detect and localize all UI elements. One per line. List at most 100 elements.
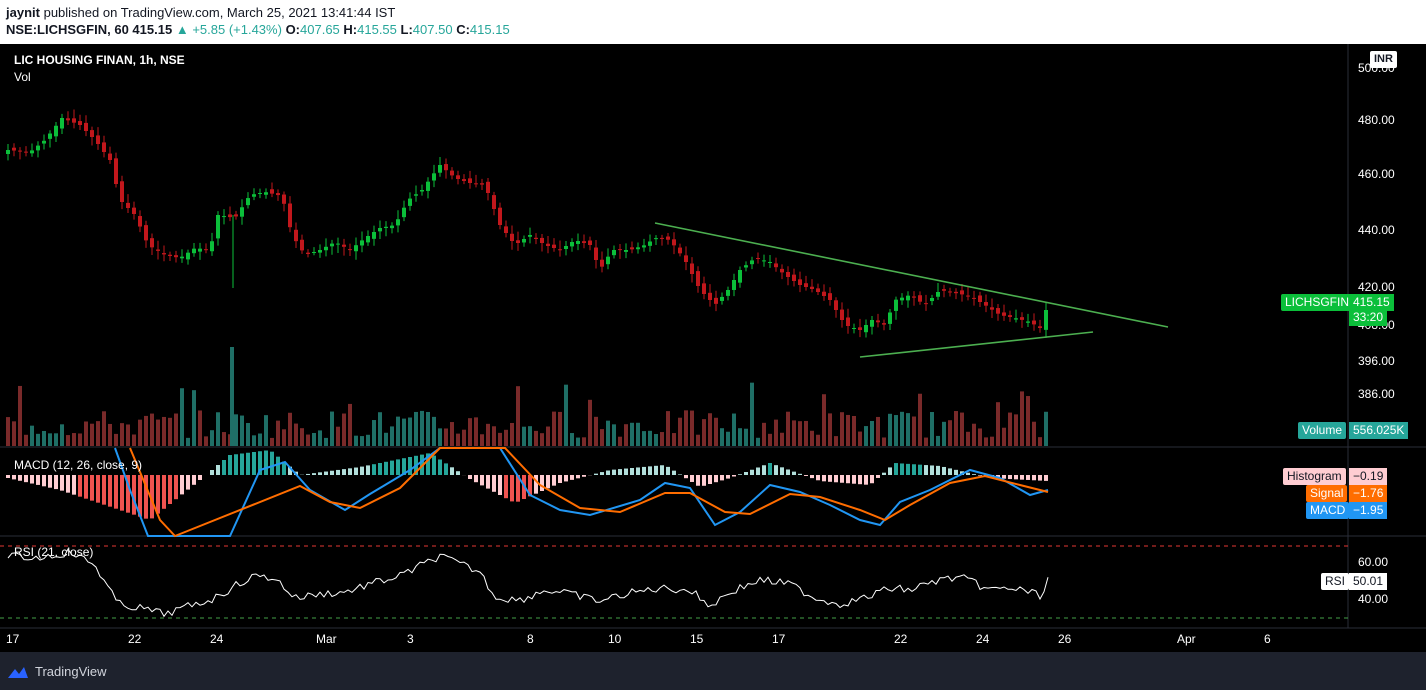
histogram-bar <box>216 465 220 475</box>
candle-body <box>102 142 106 152</box>
volume-bar <box>150 413 154 446</box>
signal-label: Signal <box>1306 485 1348 502</box>
author-name[interactable]: jaynit <box>6 5 40 20</box>
histogram-bar <box>762 465 766 475</box>
histogram-bar <box>540 475 544 491</box>
price-change: +5.85 (+1.43%) <box>192 22 282 37</box>
candle-body <box>678 247 682 254</box>
candle-body <box>918 295 922 302</box>
price-tick: 480.00 <box>1358 113 1395 127</box>
candle-body <box>942 289 946 291</box>
rsi-tick: 40.00 <box>1358 592 1388 606</box>
candle-body <box>486 181 490 193</box>
volume-bar <box>888 413 892 446</box>
volume-bar <box>402 418 406 446</box>
publish-info: jaynit published on TradingView.com, Mar… <box>6 5 395 20</box>
histogram-bar <box>870 475 874 484</box>
candle-body <box>66 118 70 121</box>
volume-bar <box>492 426 496 446</box>
candle-body <box>444 164 448 171</box>
histogram-bar <box>528 475 532 497</box>
histogram-bar <box>810 475 814 479</box>
candle-body <box>552 244 556 248</box>
volume-bar <box>678 417 682 446</box>
histogram-bar <box>864 475 868 485</box>
candle-body <box>210 241 214 252</box>
volume-bar <box>798 421 802 446</box>
trendlines <box>654 222 1169 358</box>
histogram-bar <box>252 452 256 475</box>
histogram-bar <box>876 475 880 478</box>
volume-bar <box>438 428 442 446</box>
volume-bar <box>564 384 568 446</box>
candle-body <box>24 151 28 153</box>
volume-bar <box>552 411 556 446</box>
histogram-bar <box>774 465 778 475</box>
candle-body <box>234 214 238 217</box>
price-tag-value: 415.15 <box>1349 294 1394 311</box>
volume-bar <box>816 434 820 446</box>
rsi-value: 50.01 <box>1349 573 1388 590</box>
histogram-bar <box>114 475 118 509</box>
candle-body <box>876 320 880 323</box>
histogram-bar <box>606 470 610 475</box>
candle-body <box>930 298 934 302</box>
candle-body <box>468 178 472 183</box>
tradingview-logo[interactable]: TradingView <box>6 664 107 679</box>
histogram-bar <box>108 475 112 507</box>
candle-body <box>132 207 136 214</box>
volume-bar <box>210 430 214 446</box>
histogram-bar <box>246 452 250 475</box>
candle-body <box>708 292 712 300</box>
x-tick: 24 <box>210 632 224 646</box>
histogram-bar <box>234 454 238 475</box>
histogram-bar <box>408 457 412 475</box>
currency-badge[interactable]: INR <box>1370 51 1397 68</box>
candle-body <box>1038 326 1042 328</box>
symbol-name: NSE:LICHSGFIN, 60 <box>6 22 129 37</box>
price-tick: 440.00 <box>1358 223 1395 237</box>
volume-bar <box>702 419 706 446</box>
candle-body <box>432 173 436 181</box>
volume-bar <box>546 426 550 446</box>
histogram-bar <box>498 475 502 495</box>
histogram-bar <box>480 475 484 486</box>
volume-bar <box>954 411 958 446</box>
volume-bar <box>948 420 952 446</box>
candle-body <box>912 296 916 298</box>
histogram-bar <box>888 467 892 475</box>
candle-body <box>996 308 1000 314</box>
volume-bar <box>456 433 460 446</box>
macd-line <box>114 447 1049 537</box>
x-tick: Apr <box>1177 632 1196 646</box>
histogram-bar <box>192 475 196 485</box>
chart-canvas[interactable]: 500.00480.00460.00440.00420.00408.00396.… <box>0 44 1426 652</box>
histogram-bar <box>648 466 652 475</box>
volume-bar <box>690 410 694 446</box>
volume-bar <box>162 416 166 446</box>
candle-body <box>978 295 982 302</box>
x-tick: 10 <box>608 632 622 646</box>
histogram-bar <box>660 465 664 475</box>
histogram-bar <box>258 451 262 475</box>
x-tick: 22 <box>894 632 908 646</box>
histogram-bar <box>66 475 70 493</box>
histogram-bar <box>150 475 154 519</box>
candle-body <box>792 274 796 281</box>
volume-bar <box>582 437 586 446</box>
volume-bar <box>588 399 592 446</box>
volume-tag-label: Volume <box>1298 422 1347 439</box>
volume-bar <box>294 423 298 446</box>
volume-bar <box>12 421 16 446</box>
candle-body <box>222 216 226 218</box>
histogram-bar <box>402 458 406 475</box>
candle-body <box>138 216 142 227</box>
histogram-bar <box>690 475 694 482</box>
candle-body <box>60 118 64 129</box>
candle-body <box>402 207 406 218</box>
volume-bar <box>48 433 52 446</box>
volume-bar <box>72 433 76 446</box>
histogram-bar <box>438 459 442 475</box>
candle-body <box>198 248 202 252</box>
